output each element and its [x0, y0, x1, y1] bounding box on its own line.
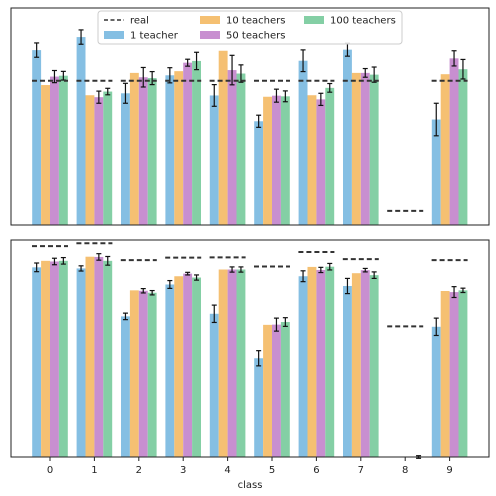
bar: [458, 69, 468, 225]
bar: [236, 73, 246, 225]
bar: [449, 292, 459, 457]
bar: [121, 316, 130, 457]
legend-label: 10 teachers: [226, 16, 285, 27]
bar: [369, 74, 379, 226]
x-tick-label: 0: [47, 465, 53, 476]
bar: [254, 121, 264, 225]
bar: [85, 256, 95, 457]
x-tick-label: 1: [91, 465, 97, 476]
bar: [263, 96, 272, 225]
bar: [280, 96, 290, 225]
bar: [449, 58, 459, 226]
bar: [272, 324, 281, 457]
bar: [138, 290, 148, 457]
top-chart-panel: [10, 7, 490, 226]
bar: [138, 77, 148, 225]
bar: [307, 95, 317, 225]
bar: [360, 270, 370, 457]
x-tick-label: 9: [446, 465, 452, 476]
legend-label: real: [130, 16, 149, 27]
legend-label: 100 teachers: [330, 16, 396, 27]
bar: [103, 260, 113, 457]
bar: [32, 50, 42, 225]
x-tick-label: 2: [136, 465, 142, 476]
legend-label: 50 teachers: [226, 31, 285, 42]
bar: [76, 37, 86, 225]
x-tick-label: 8: [402, 465, 408, 476]
bar: [147, 292, 157, 457]
bar: [343, 49, 352, 225]
bar: [192, 60, 201, 226]
bar: [307, 266, 317, 457]
bar: [227, 269, 237, 457]
bar: [431, 326, 441, 457]
bar: [183, 62, 193, 226]
bar: [280, 322, 290, 457]
bar: [369, 275, 379, 457]
legend-label: 1 teacher: [130, 31, 179, 42]
bar: [458, 290, 468, 457]
bar: [165, 284, 175, 457]
bar: [236, 269, 246, 457]
axes-frame: [10, 239, 490, 458]
bar: [41, 260, 50, 457]
bar: [129, 72, 139, 225]
bar: [316, 99, 326, 225]
bar: [121, 93, 130, 225]
bar: [174, 71, 184, 226]
legend-swatch: [200, 16, 220, 24]
legend-swatch: [304, 16, 324, 24]
bar: [50, 76, 59, 225]
bar: [272, 95, 281, 225]
bar: [103, 91, 113, 225]
bar: [58, 75, 68, 225]
bar: [94, 256, 104, 457]
bar: [351, 72, 361, 225]
bar: [209, 95, 219, 225]
bar: [431, 119, 441, 225]
bar: [440, 74, 450, 225]
bar: [165, 75, 175, 226]
bar: [298, 60, 308, 226]
x-tick-label: 6: [313, 465, 319, 476]
legend-swatch: [200, 31, 220, 39]
bar: [174, 276, 184, 457]
bar: [32, 267, 42, 457]
legend-box: [97, 10, 403, 45]
legend-swatch: [104, 31, 124, 39]
bar: [254, 358, 264, 457]
bar: [227, 70, 237, 225]
bar: [85, 95, 95, 225]
chart-legend: real 1 teacher 10 teachers 50 teachers 100 t…: [97, 10, 403, 45]
bar: [316, 269, 326, 457]
bar: [129, 290, 139, 457]
x-tick-label: 3: [180, 465, 186, 476]
x-tick-label: 4: [224, 465, 230, 476]
bottom-chart-panel: 0 1 2 3 4 5 6 7 8 9 class: [10, 239, 490, 491]
x-tick-label: 5: [269, 465, 275, 476]
x-tick-label: 7: [358, 465, 364, 476]
bar: [50, 261, 59, 457]
x-axis-label: class: [238, 480, 263, 491]
bar: [94, 97, 104, 225]
bar: [76, 268, 86, 457]
bar: [325, 266, 335, 457]
bar: [263, 324, 272, 457]
bar: [209, 313, 219, 457]
bar: [298, 276, 308, 457]
bar: [325, 87, 335, 225]
bar: [360, 72, 370, 225]
bar: [440, 291, 450, 457]
bar: [41, 85, 50, 225]
bar: [218, 269, 228, 457]
bar: [147, 78, 157, 225]
bar: [58, 260, 68, 457]
axes-frame: [10, 7, 490, 226]
bar: [351, 273, 361, 457]
bar: [218, 50, 228, 225]
bar: [192, 277, 201, 457]
bar: [343, 286, 352, 457]
bar: [183, 273, 193, 457]
